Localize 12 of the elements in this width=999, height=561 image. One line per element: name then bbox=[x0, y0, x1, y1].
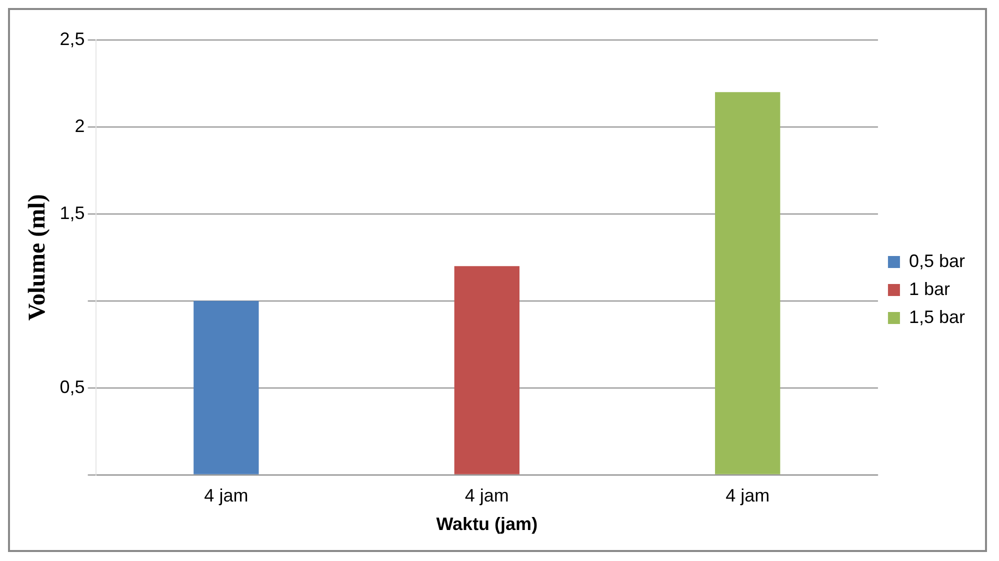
legend-label: 1,5 bar bbox=[908, 306, 966, 327]
x-tick-label: 4 jam bbox=[464, 486, 509, 506]
y-axis-title: Volume (ml) bbox=[24, 194, 51, 321]
y-tick-label: 2 bbox=[74, 116, 85, 136]
y-tick-label: 2,5 bbox=[60, 28, 85, 49]
x-tick-label: 4 jam bbox=[204, 486, 248, 506]
legend-label: 0,5 bar bbox=[908, 250, 966, 271]
x-tick-label: 4 jam bbox=[726, 486, 770, 506]
y-tick-label: 1,5 bbox=[60, 202, 85, 223]
x-axis-title: Waktu (jam) bbox=[436, 514, 538, 534]
legend-label: 1 bar bbox=[908, 278, 950, 299]
y-tick-label: 0,5 bbox=[60, 376, 85, 397]
